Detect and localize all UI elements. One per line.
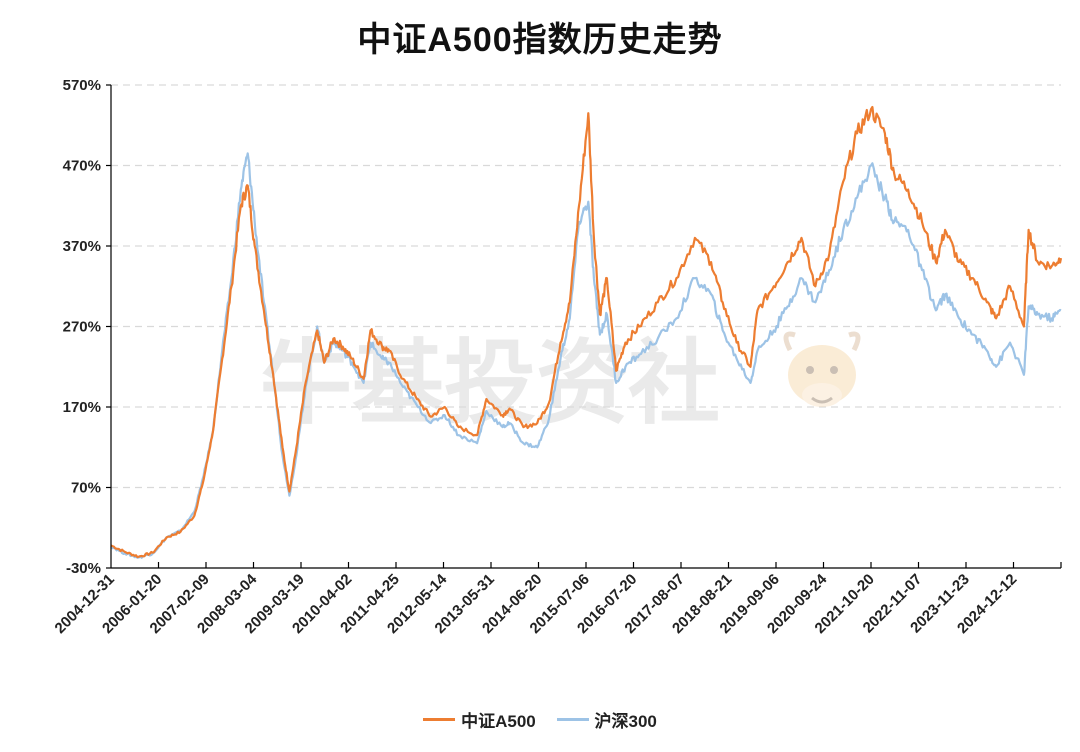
- bull-mascot-logo: [783, 331, 861, 407]
- y-tick-label: 270%: [63, 319, 101, 336]
- y-axis-ticks: -30% 70% 170% 270% 370% 470% 570%: [63, 77, 101, 577]
- legend-label-a500: 中证A500: [461, 712, 536, 731]
- series-line-a500: [110, 105, 1063, 559]
- series-lines: [110, 105, 1063, 559]
- legend: 中证A500 沪深300: [0, 706, 1080, 732]
- y-tick-label: 570%: [63, 77, 101, 94]
- y-tick-label: 70%: [71, 480, 101, 497]
- legend-swatch-a500: [423, 718, 456, 721]
- gridlines: [111, 84, 1061, 489]
- y-tick-label: 370%: [63, 238, 101, 255]
- legend-label-hs300: 沪深300: [594, 712, 657, 731]
- x-axis-ticks: 2004-12-312006-01-202007-02-092008-03-04…: [52, 562, 1062, 637]
- legend-item-a500: 中证A500: [423, 707, 536, 732]
- line-chart: 牛基投资社 -30%70%170%270%370%470%570% 2004-1…: [52, 77, 1063, 637]
- series-line-hs300: [110, 152, 1062, 559]
- chart-title: 中证A500指数历史走势: [357, 21, 723, 59]
- y-tick-label: 170%: [63, 399, 101, 416]
- legend-item-hs300: 沪深300: [556, 707, 657, 732]
- y-tick-label: 470%: [63, 158, 101, 175]
- y-tick-label: -30%: [66, 560, 101, 577]
- legend-swatch-hs300: [556, 718, 589, 721]
